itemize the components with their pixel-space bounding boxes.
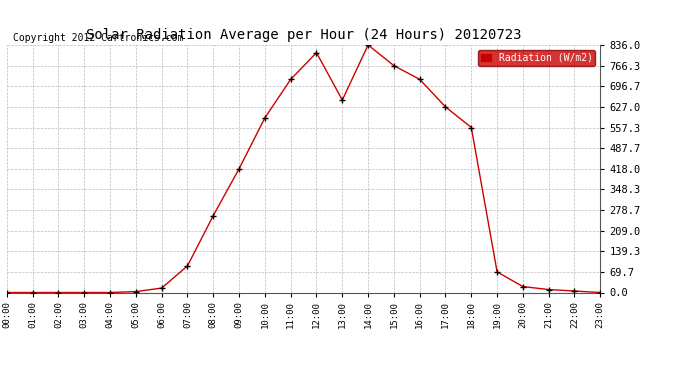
Text: Copyright 2012 Cartronics.com: Copyright 2012 Cartronics.com (13, 33, 184, 42)
Legend: Radiation (W/m2): Radiation (W/m2) (478, 50, 595, 66)
Title: Solar Radiation Average per Hour (24 Hours) 20120723: Solar Radiation Average per Hour (24 Hou… (86, 28, 522, 42)
